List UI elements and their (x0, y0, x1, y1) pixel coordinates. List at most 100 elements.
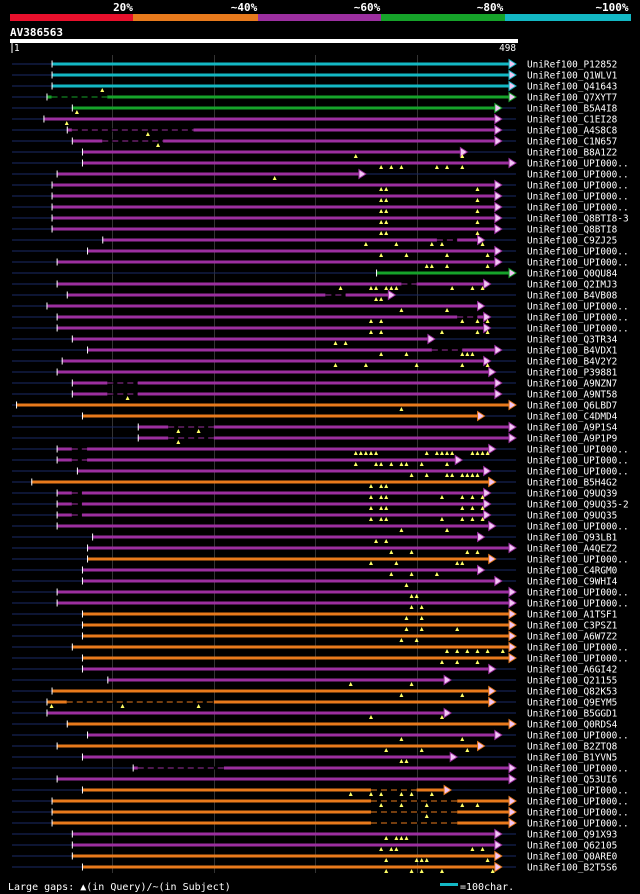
hit-label[interactable]: UniRef100_B5GGD1 (527, 709, 618, 720)
hit-label[interactable]: UniRef100_Q91X93 (527, 830, 617, 841)
hit-label[interactable]: UniRef100_Q8BTI8 (527, 225, 618, 236)
hit-label[interactable]: UniRef100_UPI000.. (527, 192, 629, 203)
hit-label[interactable]: UniRef100_UPI000.. (527, 313, 629, 324)
hit-row[interactable]: UniRef100_Q91X93 (12, 828, 617, 841)
hit-label[interactable]: UniRef100_C9ZJ25 (527, 236, 617, 247)
hit-row[interactable]: UniRef100_C4DMD4 (12, 410, 618, 423)
hit-label[interactable]: UniRef100_Q9UQ35-2 (527, 500, 629, 511)
hit-row[interactable]: UniRef100_P12852 (12, 58, 617, 71)
hit-row[interactable]: UniRef100_Q0RDS4 (12, 718, 618, 731)
hit-row[interactable]: UniRef100_Q2IMJ3 (12, 278, 617, 291)
hit-row[interactable]: UniRef100_UPI000.. (12, 806, 629, 819)
hit-label[interactable]: UniRef100_Q62105 (527, 841, 617, 852)
hit-label[interactable]: UniRef100_UPI000.. (527, 467, 629, 478)
hit-row[interactable]: UniRef100_B2ZTQ8 (12, 740, 618, 753)
hit-label[interactable]: UniRef100_UPI000.. (527, 522, 629, 533)
hit-row[interactable]: UniRef100_Q8BTI8 (12, 223, 618, 236)
hit-label[interactable]: UniRef100_Q6LBD7 (527, 401, 617, 412)
hit-label[interactable]: UniRef100_UPI000.. (527, 159, 629, 170)
hit-label[interactable]: UniRef100_B1YVN5 (527, 753, 617, 764)
hit-row[interactable]: UniRef100_Q53UI6 (12, 773, 618, 786)
hit-row[interactable]: UniRef100_Q62105 (12, 839, 617, 852)
hit-row[interactable]: UniRef100_C9ZJ25 (12, 234, 617, 247)
hit-row[interactable]: UniRef100_Q21155 (12, 674, 617, 687)
hit-label[interactable]: UniRef100_Q0QU84 (527, 269, 618, 280)
hit-label[interactable]: UniRef100_UPI000.. (527, 181, 629, 192)
hit-label[interactable]: UniRef100_UPI000.. (527, 819, 629, 830)
hit-row[interactable]: UniRef100_UPI000.. (12, 157, 629, 170)
hit-row[interactable]: UniRef100_UPI000.. (12, 443, 629, 456)
hit-label[interactable]: UniRef100_C4RGM0 (527, 566, 618, 577)
hit-label[interactable]: UniRef100_B8A1Z2 (527, 148, 617, 159)
hit-label[interactable]: UniRef100_Q41643 (527, 82, 617, 93)
hit-row[interactable]: UniRef100_B4VDX1 (12, 344, 618, 357)
hit-row[interactable]: UniRef100_UPI000.. (12, 190, 629, 203)
hit-row[interactable]: UniRef100_UPI000.. (12, 553, 629, 566)
hit-label[interactable]: UniRef100_C9WHI4 (527, 577, 618, 588)
hit-row[interactable]: UniRef100_A9P1P9 (12, 432, 618, 445)
hit-label[interactable]: UniRef100_A6W7Z2 (527, 632, 617, 643)
hit-label[interactable]: UniRef100_UPI000.. (527, 302, 629, 313)
hit-row[interactable]: UniRef100_UPI000.. (12, 520, 629, 533)
hit-label[interactable]: UniRef100_Q9UQ35 (527, 511, 617, 522)
hit-label[interactable]: UniRef100_B4V2Y2 (527, 357, 617, 368)
hit-row[interactable]: UniRef100_Q6LBD7 (12, 399, 617, 412)
hit-label[interactable]: UniRef100_UPI000.. (527, 654, 629, 665)
hit-row[interactable]: UniRef100_C1EI28 (12, 113, 618, 126)
hit-row[interactable]: UniRef100_A4S8C8 (12, 124, 618, 137)
hit-label[interactable]: UniRef100_A1TSF1 (527, 610, 618, 621)
hit-row[interactable]: UniRef100_UPI000.. (12, 817, 629, 830)
hit-label[interactable]: UniRef100_C3PSZ1 (527, 621, 618, 632)
hit-row[interactable]: UniRef100_UPI000.. (12, 168, 629, 181)
hit-label[interactable]: UniRef100_P39881 (527, 368, 618, 379)
hit-row[interactable]: UniRef100_UPI000.. (12, 586, 629, 599)
hit-row[interactable]: UniRef100_Q82K53 (12, 685, 617, 698)
hit-row[interactable]: UniRef100_B5H4G2 (12, 476, 617, 489)
hit-label[interactable]: UniRef100_Q2IMJ3 (527, 280, 617, 291)
hit-row[interactable]: UniRef100_UPI000.. (12, 597, 629, 610)
hit-label[interactable]: UniRef100_P12852 (527, 60, 617, 71)
hit-row[interactable]: UniRef100_UPI000.. (12, 245, 629, 258)
hit-label[interactable]: UniRef100_UPI000.. (527, 555, 629, 566)
hit-row[interactable]: UniRef100_UPI000.. (12, 652, 629, 665)
hit-row[interactable]: UniRef100_P39881 (12, 366, 618, 379)
hit-label[interactable]: UniRef100_B2ZTQ8 (527, 742, 618, 753)
hit-row[interactable]: UniRef100_Q0ARE0 (12, 850, 618, 863)
hit-row[interactable]: UniRef100_A6GI42 (12, 663, 617, 676)
hit-row[interactable]: UniRef100_A6W7Z2 (12, 630, 617, 643)
hit-row[interactable]: UniRef100_UPI000.. (12, 784, 629, 797)
hit-row[interactable]: UniRef100_B8A1Z2 (12, 146, 617, 159)
hit-label[interactable]: UniRef100_Q1WLV1 (527, 71, 618, 82)
hit-row[interactable]: UniRef100_C4RGM0 (12, 564, 618, 577)
hit-label[interactable]: UniRef100_A9P1P9 (527, 434, 618, 445)
hit-label[interactable]: UniRef100_Q0ARE0 (527, 852, 618, 863)
hit-row[interactable]: UniRef100_UPI000.. (12, 641, 629, 654)
hit-label[interactable]: UniRef100_UPI000.. (527, 324, 629, 335)
hit-label[interactable]: UniRef100_A4S8C8 (527, 126, 618, 137)
hit-label[interactable]: UniRef100_Q9EYM5 (527, 698, 617, 709)
hit-row[interactable]: UniRef100_Q8BTI8-3 (12, 212, 629, 225)
hit-row[interactable]: UniRef100_UPI000.. (12, 201, 629, 214)
hit-row[interactable]: UniRef100_UPI000.. (12, 179, 629, 192)
hit-row[interactable]: UniRef100_B2T5S6 (12, 861, 618, 874)
hit-label[interactable]: UniRef100_UPI000.. (527, 731, 629, 742)
hit-row[interactable]: UniRef100_Q7XYT7 (12, 91, 617, 104)
hit-label[interactable]: UniRef100_A9NZN7 (527, 379, 617, 390)
hit-row[interactable]: UniRef100_Q9UQ35 (12, 509, 617, 522)
hit-row[interactable]: UniRef100_A9P1S4 (12, 421, 618, 434)
hit-label[interactable]: UniRef100_Q7XYT7 (527, 93, 617, 104)
hit-row[interactable]: UniRef100_A9NZN7 (12, 377, 617, 390)
hit-label[interactable]: UniRef100_Q21155 (527, 676, 617, 687)
hit-row[interactable]: UniRef100_UPI000.. (12, 795, 629, 808)
hit-label[interactable]: UniRef100_UPI000.. (527, 445, 629, 456)
hit-label[interactable]: UniRef100_Q8BTI8-3 (527, 214, 629, 225)
hit-label[interactable]: UniRef100_A9P1S4 (527, 423, 618, 434)
hit-row[interactable]: UniRef100_B4V2Y2 (12, 355, 617, 368)
hit-row[interactable]: UniRef100_C1N657 (12, 135, 617, 148)
hit-label[interactable]: UniRef100_Q0RDS4 (527, 720, 618, 731)
hit-row[interactable]: UniRef100_Q41643 (12, 80, 617, 93)
hit-label[interactable]: UniRef100_Q53UI6 (527, 775, 618, 786)
hit-row[interactable]: UniRef100_A9NT58 (12, 388, 618, 401)
hit-label[interactable]: UniRef100_A9NT58 (527, 390, 618, 401)
hit-row[interactable]: UniRef100_UPI000.. (12, 762, 629, 775)
